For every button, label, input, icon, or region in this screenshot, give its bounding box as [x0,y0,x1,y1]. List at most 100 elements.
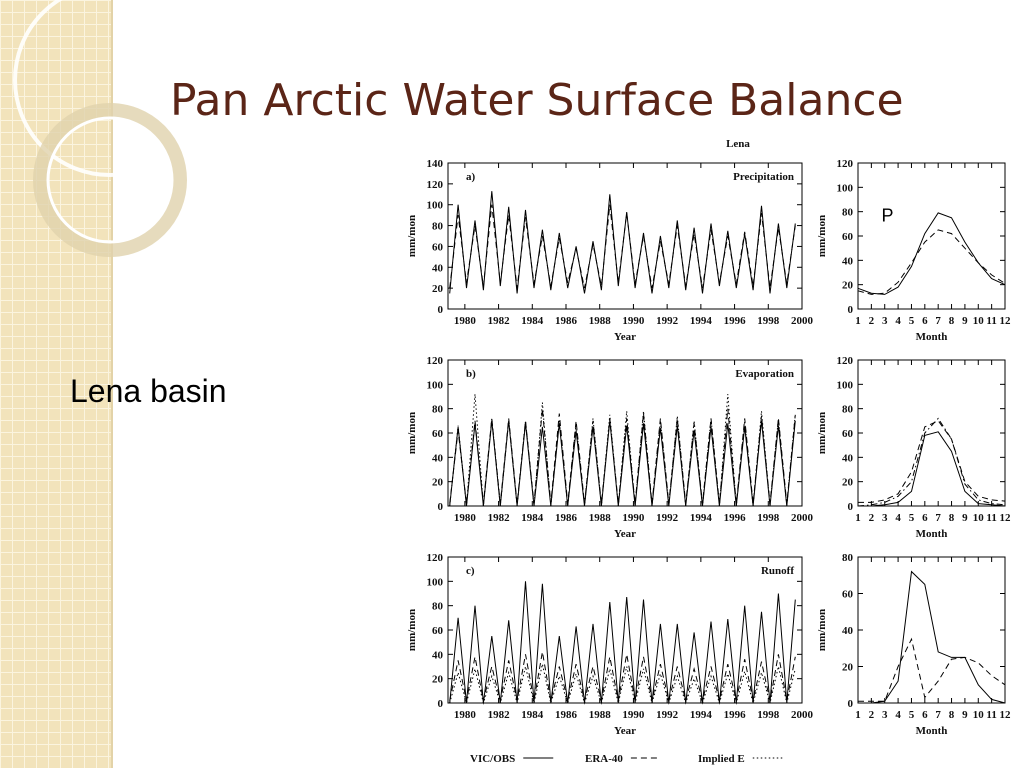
x-tick-label: 1980 [454,315,477,327]
x-tick-label: 3 [882,709,888,721]
deco-circle [33,103,187,257]
x-tick-label: 1992 [656,512,679,524]
x-tick-label: 4 [895,709,901,721]
x-tick-label: 12 [1000,709,1012,721]
y-tick-label: 80 [842,207,854,219]
x-tick-label: 4 [895,315,901,327]
y-tick-label: 120 [427,179,444,191]
y-tick-label: 80 [432,404,444,416]
series-line [858,637,1006,702]
y-tick-label: 60 [842,589,854,601]
x-axis-label: Year [614,528,636,540]
y-tick-label: 100 [427,200,444,212]
y-axis-label: mm/mon [816,215,828,257]
series-line [449,663,796,705]
x-tick-label: 4 [895,512,901,524]
x-tick-label: 1992 [656,709,679,721]
panel-label: a) [466,171,476,183]
legend: VIC/OBS ERA-40 Implied E [470,753,783,765]
x-tick-label: 5 [909,709,915,721]
x-tick-label: 1998 [757,512,780,524]
deco-circle [13,0,207,177]
legend-label: VIC/OBS [470,753,515,765]
y-tick-label: 0 [438,501,444,513]
x-axis-label: Month [916,331,948,343]
y-tick-label: 20 [432,674,444,686]
y-tick-label: 120 [427,552,444,564]
y-tick-label: 20 [842,477,854,489]
y-tick-label: 80 [432,221,444,233]
x-tick-label: 1986 [555,315,578,327]
y-tick-label: 120 [837,355,854,367]
chart: 0 20 40 60 80 100 120 1980 1982 1984 1986 1988 1990 1… [406,552,814,737]
x-tick-label: 1 [855,709,861,721]
x-tick-label: 1988 [589,709,612,721]
y-axis-label: mm/mon [406,215,418,257]
x-tick-label: 10 [973,512,985,524]
x-tick-label: 9 [962,512,968,524]
series-line [449,408,796,504]
x-tick-label: 1994 [690,709,713,721]
figure-title: Lena [726,138,750,150]
panel-label: c) [466,565,475,577]
x-tick-label: 6 [922,512,928,524]
x-tick-label: 3 [882,315,888,327]
y-tick-label: 0 [438,304,444,316]
x-tick-label: 1990 [622,315,645,327]
y-tick-label: 80 [842,552,854,564]
x-axis-label: Month [916,725,948,737]
x-tick-label: 1984 [521,315,544,327]
x-tick-label: 1996 [724,709,747,721]
series-line [857,417,1006,507]
x-tick-label: 1998 [757,315,780,327]
y-tick-label: 20 [842,662,854,674]
x-tick-label: 1982 [488,709,511,721]
plot-frame [857,359,1006,507]
x-tick-label: 9 [962,709,968,721]
panel-title: Precipitation [733,171,794,183]
x-tick-label: 2000 [791,512,814,524]
y-tick-label: 20 [842,280,854,292]
plot-frame [447,359,803,507]
y-tick-label: 0 [848,501,854,513]
y-tick-label: 40 [432,452,444,464]
deco-circle [46,116,174,244]
y-tick-label: 60 [842,231,854,243]
y-tick-label: 20 [432,283,444,295]
x-tick-label: 1988 [589,512,612,524]
x-tick-label: 8 [949,315,955,327]
y-tick-label: 120 [837,158,854,170]
x-tick-label: 2 [869,315,875,327]
series-line [857,229,1006,295]
y-axis-label: mm/mon [406,609,418,651]
x-axis-label: Month [916,528,948,540]
x-tick-label: 9 [962,315,968,327]
y-tick-label: 60 [432,241,444,253]
series-line [857,212,1006,295]
x-tick-label: 12 [1000,315,1012,327]
series-line [858,570,1006,704]
y-tick-label: 100 [837,379,854,391]
x-tick-label: 1986 [555,709,578,721]
x-tick-label: 2 [869,512,875,524]
panel-label: b) [466,368,476,380]
y-tick-label: 40 [432,262,444,274]
side-label: Lena basin [70,373,227,409]
x-tick-label: 11 [986,315,996,327]
y-tick-label: 60 [432,428,444,440]
x-tick-label: 1994 [690,315,713,327]
x-tick-label: 10 [973,709,985,721]
x-tick-label: 1990 [622,512,645,524]
x-tick-label: 1998 [757,709,780,721]
x-tick-label: 2000 [791,315,814,327]
y-tick-label: 40 [842,625,854,637]
x-tick-label: 7 [935,512,941,524]
x-tick-label: 1984 [521,512,544,524]
x-tick-label: 1990 [622,709,645,721]
y-tick-label: 100 [837,182,854,194]
x-tick-label: 1984 [521,709,544,721]
